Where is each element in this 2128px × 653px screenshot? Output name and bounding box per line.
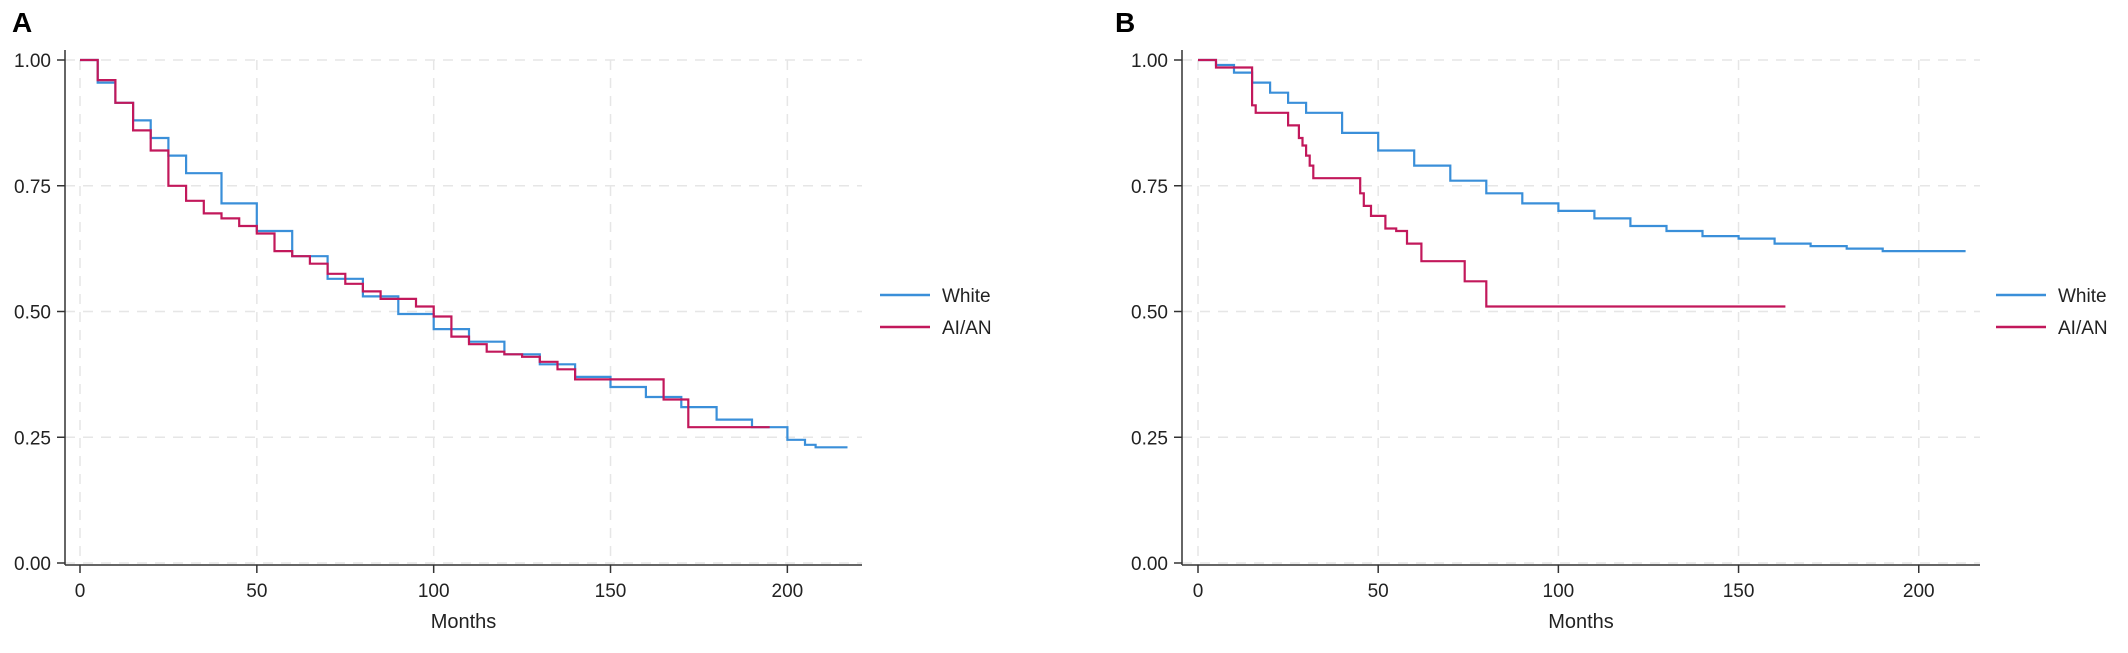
x-tick-label: 50 bbox=[1368, 581, 1389, 602]
series-line-white bbox=[80, 58, 848, 449]
legend-label-ai-an: AI/AN bbox=[2058, 318, 2108, 339]
x-tick-label: 200 bbox=[772, 581, 804, 602]
x-tick-label: 0 bbox=[75, 581, 86, 602]
series-line-white bbox=[1198, 58, 1966, 253]
y-tick-label: 1.00 bbox=[1131, 51, 1168, 72]
x-tick-label: 50 bbox=[246, 581, 267, 602]
x-tick-label: 200 bbox=[1903, 581, 1935, 602]
y-tick-label: 0.75 bbox=[14, 177, 51, 198]
y-tick-label: 0.75 bbox=[1131, 177, 1168, 198]
x-axis-label: Months bbox=[431, 611, 497, 633]
x-tick-label: 150 bbox=[595, 581, 627, 602]
y-tick-label: 0.50 bbox=[14, 303, 51, 324]
x-tick-label: 100 bbox=[418, 581, 450, 602]
legend-label-white: White bbox=[2058, 286, 2107, 307]
y-tick-label: 0.25 bbox=[14, 428, 51, 449]
series-line-ai-an bbox=[80, 58, 770, 429]
y-tick-label: 1.00 bbox=[14, 51, 51, 72]
y-tick-label: 0.50 bbox=[1131, 303, 1168, 324]
y-tick-label: 0.25 bbox=[1131, 428, 1168, 449]
x-tick-label: 150 bbox=[1723, 581, 1755, 602]
legend-label-white: White bbox=[942, 286, 991, 307]
legend-label-ai-an: AI/AN bbox=[942, 318, 992, 339]
series-line-ai-an bbox=[1198, 58, 1786, 308]
x-tick-label: 0 bbox=[1193, 581, 1204, 602]
panel-label-b: B bbox=[1115, 7, 1135, 38]
x-axis-label: Months bbox=[1548, 611, 1614, 633]
panel-label-a: A bbox=[12, 7, 32, 38]
x-tick-label: 100 bbox=[1543, 581, 1575, 602]
y-tick-label: 0.00 bbox=[1131, 554, 1168, 575]
y-tick-label: 0.00 bbox=[14, 554, 51, 575]
